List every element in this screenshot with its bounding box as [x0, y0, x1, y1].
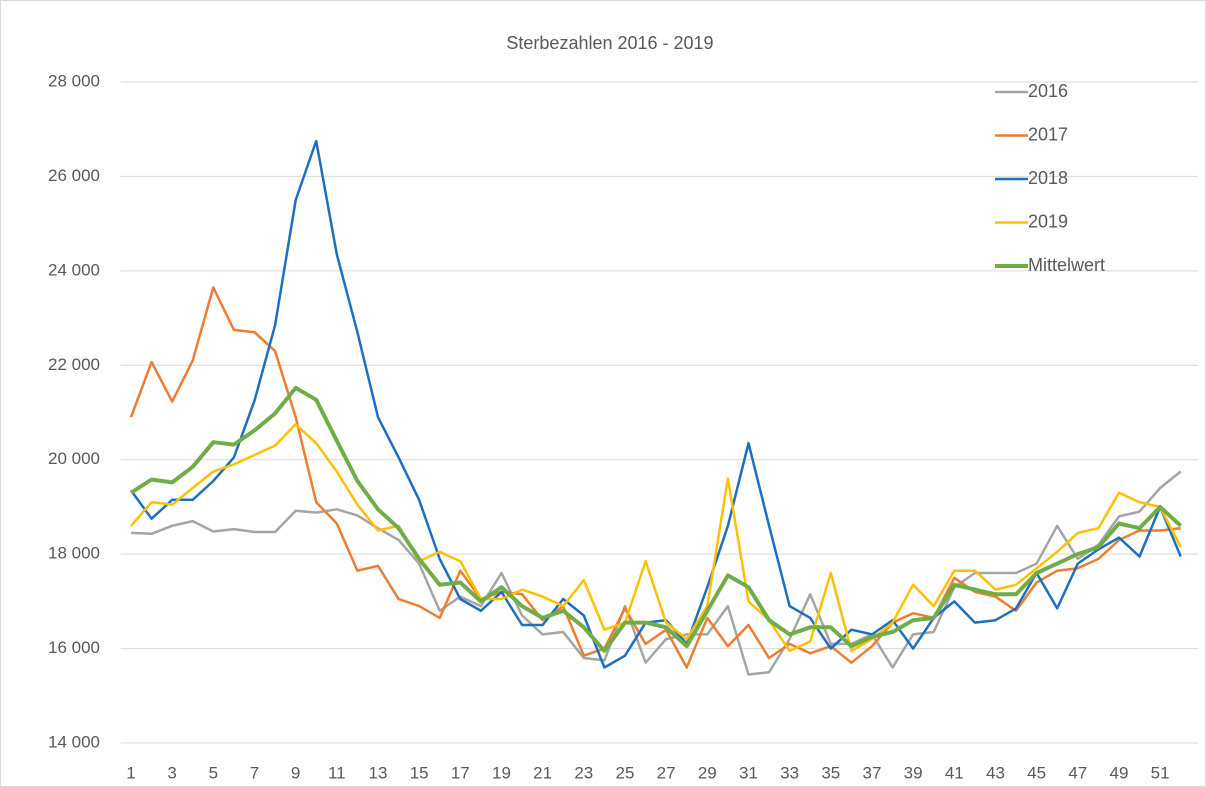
- x-tick-label: 3: [167, 763, 176, 782]
- y-tick-label: 14 000: [48, 732, 100, 751]
- legend-label: 2019: [1028, 211, 1068, 231]
- x-tick-label: 43: [986, 763, 1005, 782]
- x-tick-label: 41: [945, 763, 964, 782]
- x-tick-label: 17: [451, 763, 470, 782]
- x-tick-label: 11: [328, 763, 346, 782]
- y-tick-label: 28 000: [48, 71, 100, 90]
- series-line: [130, 470, 1182, 676]
- x-tick-label: 37: [863, 763, 882, 782]
- series-line: [129, 385, 1183, 653]
- x-tick-label: 49: [1109, 763, 1128, 782]
- x-tick-label: 15: [410, 763, 429, 782]
- x-tick-label: 23: [574, 763, 593, 782]
- x-tick-label: 1: [126, 763, 135, 782]
- y-tick-label: 26 000: [48, 166, 100, 185]
- legend-label: 2017: [1028, 124, 1068, 144]
- x-tick-label: 31: [739, 763, 758, 782]
- x-tick-label: 7: [250, 763, 259, 782]
- legend-label: 2018: [1028, 168, 1068, 188]
- series-line: [130, 423, 1182, 653]
- x-tick-label: 21: [533, 763, 552, 782]
- x-tick-label: 27: [657, 763, 676, 782]
- x-tick-label: 19: [492, 763, 511, 782]
- y-tick-label: 22 000: [48, 355, 100, 374]
- x-tick-label: 35: [821, 763, 840, 782]
- series-line: [129, 139, 1182, 669]
- legend-label: Mittelwert: [1028, 255, 1105, 275]
- series-line: [129, 286, 1181, 669]
- x-tick-label: 5: [209, 763, 218, 782]
- x-tick-label: 13: [369, 763, 388, 782]
- y-tick-label: 16 000: [48, 638, 100, 657]
- x-tick-label: 25: [616, 763, 635, 782]
- x-tick-label: 33: [780, 763, 799, 782]
- y-tick-label: 20 000: [48, 449, 100, 468]
- x-tick-label: 51: [1151, 763, 1170, 782]
- x-tick-label: 47: [1068, 763, 1087, 782]
- x-tick-label: 29: [698, 763, 717, 782]
- x-tick-label: 45: [1027, 763, 1046, 782]
- x-tick-label: 9: [291, 763, 300, 782]
- legend-label: 2016: [1028, 81, 1068, 101]
- chart-title: Sterbezahlen 2016 - 2019: [506, 33, 713, 53]
- y-tick-label: 24 000: [48, 260, 100, 279]
- x-tick-label: 39: [904, 763, 923, 782]
- y-tick-label: 18 000: [48, 544, 100, 563]
